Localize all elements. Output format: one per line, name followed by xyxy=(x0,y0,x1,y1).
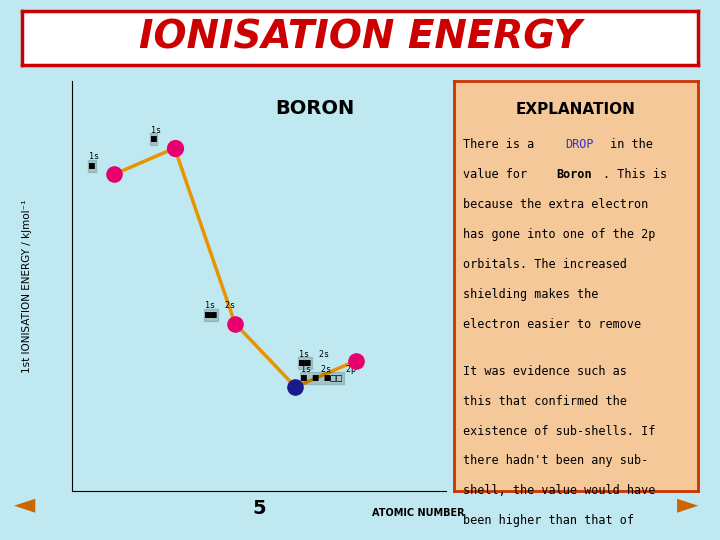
Text: DROP: DROP xyxy=(566,138,594,151)
Text: 1s  2s: 1s 2s xyxy=(205,301,235,310)
Text: ■: ■ xyxy=(150,134,156,144)
Text: orbitals. The increased: orbitals. The increased xyxy=(464,258,627,271)
Text: ■■: ■■ xyxy=(299,358,311,368)
Text: electron easier to remove: electron easier to remove xyxy=(464,318,642,331)
Text: . This is: . This is xyxy=(603,168,667,181)
Text: ■: ■ xyxy=(89,160,95,171)
Text: shell, the value would have: shell, the value would have xyxy=(464,484,656,497)
Point xyxy=(169,144,181,152)
Text: because the extra electron: because the extra electron xyxy=(464,198,649,211)
Text: there hadn't been any sub-: there hadn't been any sub- xyxy=(464,455,649,468)
Text: It was evidence such as: It was evidence such as xyxy=(464,364,627,377)
Text: 1s: 1s xyxy=(150,126,161,135)
Point xyxy=(289,383,301,391)
Text: has gone into one of the 2p: has gone into one of the 2p xyxy=(464,228,656,241)
Text: been higher than that of: been higher than that of xyxy=(464,515,634,528)
Text: ■■: ■■ xyxy=(205,310,217,320)
Point xyxy=(350,356,361,365)
Text: 1s: 1s xyxy=(89,152,99,161)
Point xyxy=(109,170,120,179)
Text: ■ ■ ■□□: ■ ■ ■□□ xyxy=(302,373,343,383)
Text: ◄: ◄ xyxy=(14,490,36,518)
Text: IONISATION ENERGY: IONISATION ENERGY xyxy=(139,19,581,57)
Text: 1s  2s   2p: 1s 2s 2p xyxy=(302,365,356,374)
Text: EXPLANATION: EXPLANATION xyxy=(516,102,636,117)
Text: BORON: BORON xyxy=(276,99,355,118)
Text: 1s  2s: 1s 2s xyxy=(299,350,329,359)
Point xyxy=(229,319,240,328)
Text: in the: in the xyxy=(603,138,653,151)
Text: value for: value for xyxy=(464,168,535,181)
Text: ►: ► xyxy=(677,490,698,518)
Text: 5: 5 xyxy=(253,500,266,518)
Text: ATOMIC NUMBER: ATOMIC NUMBER xyxy=(372,508,465,518)
Text: this that confirmed the: this that confirmed the xyxy=(464,395,627,408)
Text: shielding makes the: shielding makes the xyxy=(464,288,599,301)
Text: There is a: There is a xyxy=(464,138,541,151)
Text: existence of sub-shells. If: existence of sub-shells. If xyxy=(464,424,656,437)
Text: 1st IONISATION ENERGY / kJmol⁻¹: 1st IONISATION ENERGY / kJmol⁻¹ xyxy=(22,199,32,373)
Text: Boron: Boron xyxy=(557,168,592,181)
